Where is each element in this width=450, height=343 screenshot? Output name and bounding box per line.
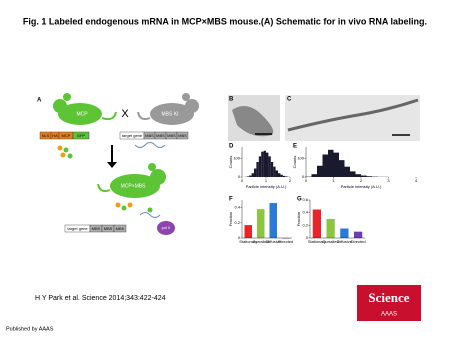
mouse-bottom [98, 163, 166, 198]
y-tick-label: 0.4 [234, 205, 240, 210]
x-tick-label: 4 [415, 178, 418, 183]
hist-bar [254, 169, 256, 177]
x-tick-label: Directed [351, 239, 366, 244]
y-axis-label: Counts [228, 156, 233, 169]
panel-label: E [293, 144, 297, 150]
x-axis-label: Particle intensity (A.U.) [341, 184, 382, 189]
hist-bar [247, 176, 249, 177]
bar [245, 225, 253, 238]
construct-label: MCP [62, 133, 71, 138]
y-tick-label: 0.6 [302, 197, 308, 202]
y-tick-label: 100 [297, 155, 304, 160]
hist-bar [266, 153, 268, 177]
bar [313, 210, 321, 239]
mouse-label: MCP×MBS [121, 183, 147, 189]
x-tick-label: 0 [241, 178, 244, 183]
hist-bar [361, 176, 367, 178]
x-axis-label: Particle intensity (A.U.) [246, 184, 287, 189]
y-axis-label: Fraction [228, 212, 233, 226]
hist-bar [252, 173, 254, 177]
x-tick-label: 1 [265, 178, 268, 183]
construct-label: MBS [167, 133, 176, 138]
bar [270, 203, 278, 238]
hist-bar [261, 152, 263, 177]
panel-label: A [37, 98, 42, 104]
x-tick-label: 0 [305, 178, 308, 183]
construct-label: MBS [116, 226, 125, 231]
mouse-right [138, 93, 199, 125]
panel-label: B [229, 97, 234, 103]
construct-label: MBS [156, 133, 165, 138]
hist-bar [264, 151, 266, 177]
panel-label: F [229, 197, 233, 203]
micrograph [285, 95, 420, 141]
construct-label: HA [52, 133, 58, 138]
construct-label: target gene [67, 226, 88, 231]
construct-label: MBS [178, 133, 187, 138]
bar [257, 209, 265, 238]
mouse-label: MBS KI [162, 111, 179, 117]
hist-bar [249, 176, 251, 178]
hist-bar [259, 156, 261, 177]
logo-name: Science [368, 290, 409, 305]
particles [116, 203, 161, 218]
logo-org: AAAS [381, 312, 397, 318]
panel-label: D [229, 144, 234, 150]
arrow-head [107, 162, 117, 168]
bar [354, 232, 362, 238]
hist-bar [271, 162, 273, 177]
hist-bar [312, 174, 318, 177]
polymerase-label: pol II [162, 225, 171, 230]
hist-bar [276, 170, 278, 177]
x-tick-label: 2 [289, 178, 292, 183]
hist-bar [367, 176, 373, 177]
cross: X [121, 108, 129, 120]
x-tick-label: 1 [332, 178, 335, 183]
construct-label: GFP [77, 133, 86, 138]
y-tick-label: 0.4 [302, 210, 308, 215]
hist-bar [278, 173, 280, 177]
y-tick-label: 0.2 [234, 220, 240, 225]
bar [327, 219, 335, 238]
panel-label: C [287, 97, 292, 103]
construct-label: MBS [92, 226, 101, 231]
hist-bar [285, 176, 287, 177]
hist-bar [280, 175, 282, 177]
hist-bar [328, 150, 334, 177]
hist-bar [283, 176, 285, 177]
x-tick-label: 3 [387, 178, 390, 183]
hist-bar [268, 156, 270, 177]
hist-bar [317, 166, 323, 177]
panel-label: G [297, 197, 302, 203]
construct-label: target gene [122, 133, 143, 138]
y-tick-label: 0.2 [302, 222, 308, 227]
hist-bar [356, 174, 362, 177]
construct-label: NLS [42, 133, 50, 138]
bar [340, 229, 348, 239]
mouse-label: MCP [76, 111, 88, 117]
slide-title: Fig. 1 Labeled endogenous mRNA in MCP×MB… [23, 16, 427, 26]
hist-bar [345, 167, 351, 177]
citation: H Y Park et al. Science 2014;343:422-424 [35, 295, 166, 302]
construct-label: MBS [145, 133, 154, 138]
y-tick-label: 100 [233, 155, 240, 160]
hist-bar [339, 160, 345, 177]
hist-bar [256, 162, 258, 177]
footer: Published by AAAS [6, 326, 54, 332]
y-axis-label: Counts [292, 156, 297, 169]
hist-bar [350, 171, 356, 177]
hist-bar [323, 155, 329, 178]
construct-label: MBS [104, 226, 113, 231]
x-tick-label: Directed [278, 239, 293, 244]
mouse-left [53, 93, 116, 125]
hist-bar [334, 153, 340, 177]
x-tick-label: 2 [360, 178, 363, 183]
y-axis-label: Fraction [296, 212, 301, 226]
hist-bar [273, 167, 275, 177]
